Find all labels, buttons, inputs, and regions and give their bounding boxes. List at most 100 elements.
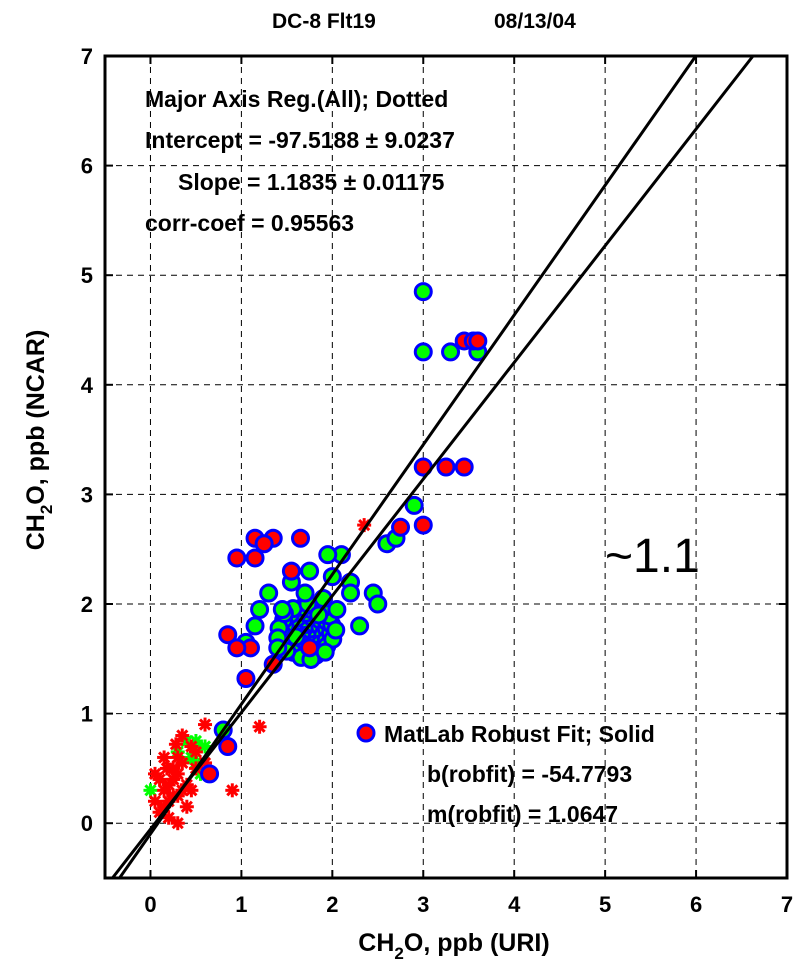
green-circle-point <box>413 342 433 362</box>
robfit-intercept-label: b(robfit) = -54.7793 <box>427 761 632 787</box>
green-circle-point <box>295 583 315 603</box>
red-star-point <box>175 728 190 743</box>
red-star-point <box>157 750 172 765</box>
chart-title-right: 08/13/04 <box>494 10 576 33</box>
red-circle-point <box>436 457 456 477</box>
red-star-point <box>252 719 267 734</box>
robfit-slope-label: m(robfit) = 1.0647 <box>427 801 618 827</box>
x-tick-label: 6 <box>690 892 702 917</box>
red-circle-point <box>468 331 488 351</box>
legend: MatLab Robust Fit; Solid <box>356 721 655 747</box>
green-circle-point <box>350 616 370 636</box>
green-circle-point <box>327 599 347 619</box>
y-tick-label: 0 <box>81 811 93 836</box>
star-stroke <box>144 784 157 797</box>
x-tick-label: 5 <box>599 892 611 917</box>
red-circle-point <box>218 736 238 756</box>
intercept-label: Intercept = -97.5188 ± 9.0237 <box>145 127 455 153</box>
chart-title-left: DC-8 Flt19 <box>272 10 376 33</box>
y-tick-label: 6 <box>81 154 93 179</box>
legend-label: MatLab Robust Fit; Solid <box>384 721 655 747</box>
red-circle-point <box>200 764 220 784</box>
ratio-label: ~1.1 <box>605 530 700 583</box>
red-circle-point <box>281 561 301 581</box>
red-star-point <box>161 777 176 792</box>
star-stroke <box>198 740 212 753</box>
red-circle-point <box>227 638 247 658</box>
x-tick-label: 0 <box>144 892 156 917</box>
green-circle-point <box>245 616 265 636</box>
green-star-point <box>143 783 158 798</box>
x-tick-label: 2 <box>326 892 338 917</box>
corr-coef-label: corr-coef = 0.95563 <box>145 210 354 236</box>
star-stroke <box>162 778 175 791</box>
green-circle-point <box>259 583 279 603</box>
x-axis-label: CH2O, ppb (URI) <box>358 929 549 963</box>
x-tick-label: 3 <box>417 892 429 917</box>
red-circle-point <box>300 638 320 658</box>
green-circle-point <box>272 599 292 619</box>
fit-lines <box>111 55 755 879</box>
y-axis-ticks: 0 1 2 3 4 5 6 7 <box>81 44 787 836</box>
green-circle-point <box>268 638 288 658</box>
major-axis-fit-line <box>118 55 698 879</box>
red-circle-point <box>391 517 411 537</box>
green-circle-point <box>441 342 461 362</box>
slope-label: Slope = 1.1835 ± 0.01175 <box>178 169 445 195</box>
green-circle-point <box>318 545 338 565</box>
green-circle-point <box>404 495 424 515</box>
red-star-point <box>225 783 240 798</box>
plot-frame <box>103 54 789 880</box>
star-stroke <box>162 811 175 824</box>
star-stroke <box>180 800 193 813</box>
y-tick-label: 4 <box>81 373 94 398</box>
y-tick-label: 7 <box>81 44 93 69</box>
y-tick-label: 2 <box>81 592 93 617</box>
red-star-point <box>188 744 203 759</box>
red-circle-point <box>454 457 474 477</box>
red-circle-point <box>218 625 238 645</box>
robust-fit-line <box>111 55 755 879</box>
red-circle-point <box>245 548 265 568</box>
star-stroke <box>198 718 212 731</box>
regression-title: Major Axis Reg.(All); Dotted <box>145 86 448 112</box>
red-star-point <box>159 761 174 776</box>
star-stroke <box>185 784 198 797</box>
red-circle-point <box>227 548 247 568</box>
red-circle-point <box>291 528 311 548</box>
red-star-point <box>170 766 185 781</box>
green-circle-point <box>300 561 320 581</box>
star-stroke <box>169 738 183 751</box>
red-star-point <box>168 737 183 752</box>
star-stroke <box>253 720 266 733</box>
x-tick-label: 4 <box>508 892 521 917</box>
star-stroke <box>226 784 239 797</box>
green-circle-point <box>413 282 433 302</box>
star-stroke <box>167 789 180 802</box>
star-stroke <box>171 767 184 780</box>
red-star-point <box>175 755 190 770</box>
star-stroke <box>158 751 171 764</box>
axes-box <box>103 54 789 880</box>
star-stroke <box>198 756 212 770</box>
red-star-point <box>179 799 194 814</box>
cluster-circle-point <box>326 620 346 640</box>
red-circle-point <box>254 534 274 554</box>
green-circle-point <box>250 599 270 619</box>
star-stroke <box>176 729 189 742</box>
green-circle-point <box>341 583 361 603</box>
red-star-point <box>198 717 213 732</box>
x-tick-label: 1 <box>235 892 247 917</box>
green-circle-point <box>368 594 388 614</box>
legend-marker <box>356 723 376 743</box>
star-stroke <box>158 800 171 813</box>
red-circle-point <box>236 669 256 689</box>
star-stroke <box>171 817 184 830</box>
red-star-point <box>170 816 185 831</box>
star-stroke <box>160 762 173 775</box>
x-axis-ticks: 0 1 2 3 4 5 6 7 <box>144 56 793 917</box>
star-stroke <box>176 756 189 770</box>
y-tick-label: 1 <box>81 702 93 727</box>
star-stroke <box>189 745 203 759</box>
